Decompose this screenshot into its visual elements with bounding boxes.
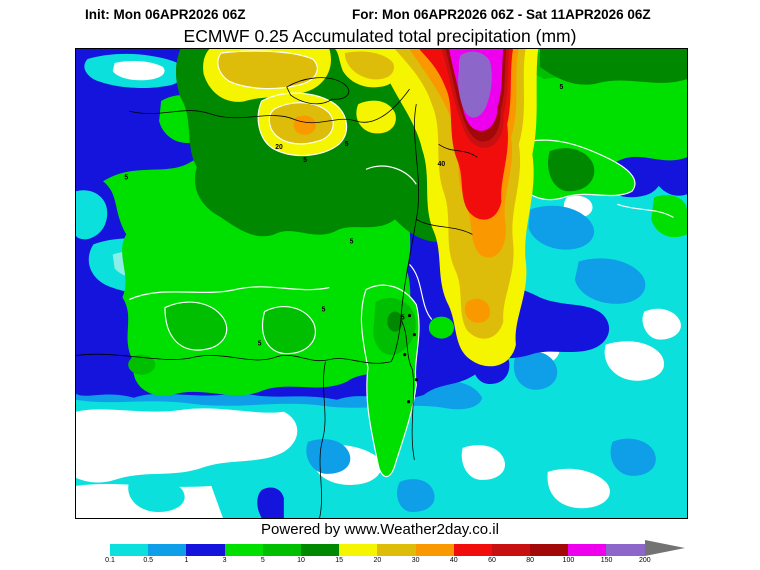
- legend-color-segment: [339, 544, 378, 556]
- page-title: ECMWF 0.25 Accumulated total precipitati…: [183, 26, 577, 46]
- legend-tick-label: 60: [488, 557, 496, 564]
- legend-tick-label: 1: [184, 557, 189, 564]
- legend-tick-label: 20: [373, 557, 382, 564]
- legend-tick-label: 200: [638, 557, 651, 564]
- legend-tick-label: 0.1: [105, 557, 115, 564]
- legend-color-segment: [148, 544, 187, 556]
- legend-color-segment: [453, 544, 492, 556]
- legend-tick-label: 80: [526, 557, 535, 564]
- contour-label: 5: [258, 341, 262, 348]
- contour-label: 5: [322, 306, 326, 313]
- precip-fill-layer: [76, 49, 687, 518]
- city-dots-layer: [403, 313, 418, 404]
- valid-range-label: For: Mon 06APR2026 06Z - Sat 11APR2026 0…: [352, 7, 651, 22]
- precipitation-map-svg: 20 5 5 40 5 5 5 5 5 5: [76, 49, 687, 518]
- legend-color-segment: [491, 544, 531, 556]
- legend-tick-label: 3: [222, 557, 227, 564]
- contour-line-layer: [128, 165, 674, 320]
- contour-label: 5: [345, 141, 349, 148]
- legend-tick-label: 40: [449, 557, 458, 564]
- legend-colorbar: [110, 544, 645, 556]
- contour-label: 5: [559, 84, 563, 91]
- precipitation-map: 20 5 5 40 5 5 5 5 5 5: [75, 48, 688, 519]
- contour-label-layer: 20 5 5 40 5 5 5 5 5 5: [124, 84, 563, 348]
- legend-tick-label: 100: [562, 557, 575, 564]
- contour-label: 5: [350, 238, 354, 245]
- legend-tick-label: 0.5: [143, 557, 154, 564]
- credit-text: Powered by www.Weather2day.co.il: [261, 521, 499, 538]
- legend-color-segment: [568, 544, 607, 556]
- legend-tick-label: 30: [411, 557, 420, 564]
- contour-label: 5: [303, 157, 307, 164]
- legend-color-segment: [262, 544, 301, 556]
- contour-label: 20: [275, 144, 283, 151]
- contour-label: 5: [401, 314, 405, 321]
- legend-color-segment: [606, 544, 645, 556]
- legend-tick-label: 150: [600, 557, 613, 564]
- contour-label: 40: [438, 161, 446, 168]
- legend-tick-label: 15: [335, 557, 344, 564]
- legend-arrow-icon: [645, 540, 685, 556]
- legend-color-segment: [377, 544, 416, 556]
- legend-color-segment: [186, 544, 225, 556]
- legend-tick-label: 5: [260, 557, 265, 564]
- legend-color-segment: [224, 544, 263, 556]
- contour-label: 5: [124, 174, 128, 181]
- init-time-label: Init: Mon 06APR2026 06Z: [85, 7, 246, 22]
- legend-color-segment: [530, 544, 569, 556]
- coastline-layer: [76, 77, 478, 518]
- legend-color-segment: [110, 544, 149, 556]
- legend-color-segment: [300, 544, 340, 556]
- legend-color-segment: [415, 544, 454, 556]
- legend-tick-label: 10: [297, 557, 305, 564]
